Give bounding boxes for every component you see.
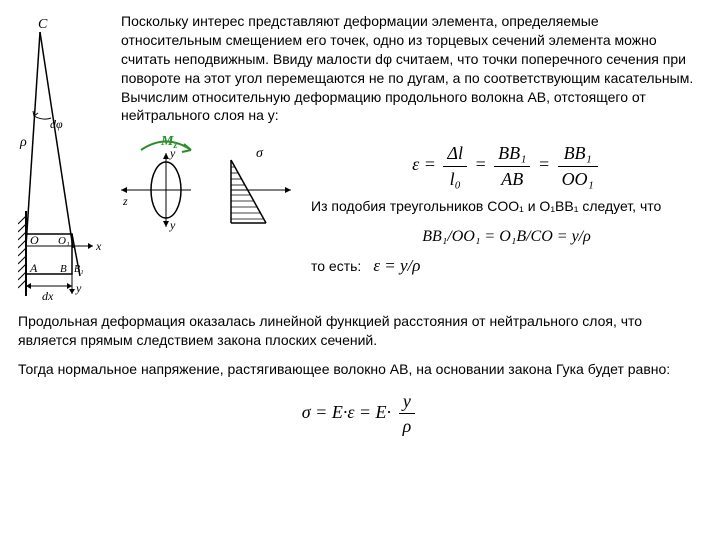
similarity-text: Из подобия треугольников COO₁ и O₁BB₁ сл… [311,197,702,216]
label-O: O [30,233,39,247]
beam-deflection-diagram: C ρ dφ x O O₁ [18,12,113,306]
stress-formula: σ = E·ε = E· yρ [18,389,702,439]
label-B1: B₁ [74,264,84,275]
mid-diagram-row: Mz y z y σ [121,135,702,278]
conclusion-paragraph-2: Тогда нормальное напряжение, растягивающ… [18,360,702,379]
epsilon-formula: ε = y/ρ [373,255,420,278]
label-z: z [122,194,128,208]
label-C: C [38,17,48,32]
intro-text-column: Поскольку интерес представляют деформаци… [121,12,702,306]
svg-text:y: y [169,146,176,160]
label-y: y [75,281,82,295]
label-rho: ρ [19,135,27,150]
svg-text:y: y [169,218,176,232]
intro-paragraph: Поскольку интерес представляют деформаци… [121,12,702,125]
conclusion-paragraph-1: Продольная деформация оказалась линейной… [18,312,702,350]
top-section: C ρ dφ x O O₁ [18,12,702,306]
label-x: x [95,239,102,253]
label-A: A [29,261,38,275]
label-dphi: dφ [50,117,63,131]
that-is-label: то есть: [311,257,361,276]
cross-section-diagrams: Mz y z y σ [121,135,301,240]
label-O1: O₁ [58,235,70,247]
ratio-formula: BB₁/OO₁ = O₁B/CO = y/ρ [311,226,702,248]
label-dx: dx [42,289,54,303]
label-B: B [60,263,67,275]
that-is-row: то есть: ε = y/ρ [311,255,702,278]
label-sigma: σ [256,146,264,161]
formula-column: ε = Δll₀ = BB₁AB = BB₁OO₁ Из подобия тре… [311,135,702,278]
strain-formula: ε = Δll₀ = BB₁AB = BB₁OO₁ [311,141,702,191]
